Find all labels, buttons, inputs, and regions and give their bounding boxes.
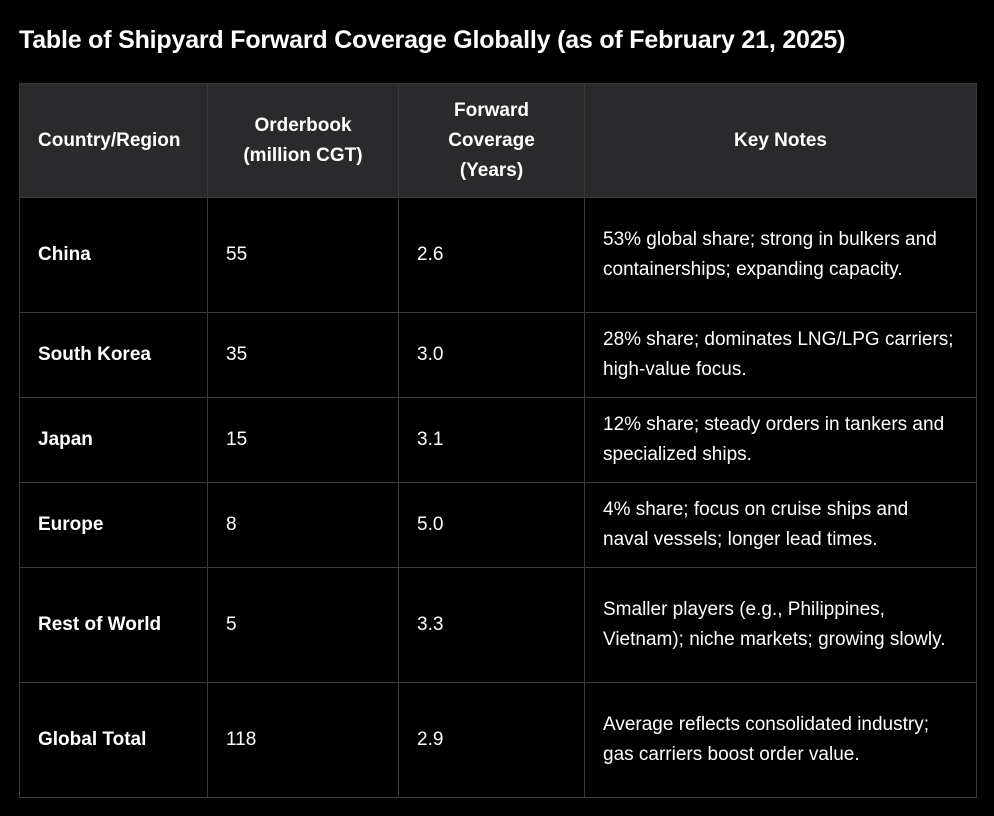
cell-country: Rest of World xyxy=(19,567,208,683)
cell-forward-coverage: 2.9 xyxy=(398,682,585,798)
cell-key-notes: 53% global share; strong in bulkers and … xyxy=(584,197,977,313)
cell-country: South Korea xyxy=(19,312,208,398)
cell-key-notes: 28% share; dominates LNG/LPG carriers; h… xyxy=(584,312,977,398)
column-header-forward-coverage: Forward Coverage (Years) xyxy=(398,83,585,198)
column-header-key-notes: Key Notes xyxy=(584,83,977,198)
table-row: Global Total 118 2.9 Average reflects co… xyxy=(19,682,977,798)
cell-key-notes: 4% share; focus on cruise ships and nava… xyxy=(584,482,977,568)
cell-orderbook: 35 xyxy=(207,312,399,398)
column-header-orderbook: Orderbook (million CGT) xyxy=(207,83,399,198)
cell-key-notes: Smaller players (e.g., Philippines, Viet… xyxy=(584,567,977,683)
cell-forward-coverage: 2.6 xyxy=(398,197,585,313)
table-row: China 55 2.6 53% global share; strong in… xyxy=(19,197,977,313)
cell-orderbook: 8 xyxy=(207,482,399,568)
cell-forward-coverage: 3.3 xyxy=(398,567,585,683)
cell-country: Europe xyxy=(19,482,208,568)
table-row: Rest of World 5 3.3 Smaller players (e.g… xyxy=(19,567,977,683)
cell-key-notes: Average reflects consolidated industry; … xyxy=(584,682,977,798)
cell-orderbook: 118 xyxy=(207,682,399,798)
table-row: South Korea 35 3.0 28% share; dominates … xyxy=(19,312,977,398)
table-row: Japan 15 3.1 12% share; steady orders in… xyxy=(19,397,977,483)
cell-forward-coverage: 5.0 xyxy=(398,482,585,568)
cell-forward-coverage: 3.1 xyxy=(398,397,585,483)
page-title: Table of Shipyard Forward Coverage Globa… xyxy=(19,26,846,54)
column-header-country: Country/Region xyxy=(19,83,208,198)
cell-orderbook: 5 xyxy=(207,567,399,683)
table-row: Europe 8 5.0 4% share; focus on cruise s… xyxy=(19,482,977,568)
cell-orderbook: 55 xyxy=(207,197,399,313)
cell-orderbook: 15 xyxy=(207,397,399,483)
table-header-row: Country/Region Orderbook (million CGT) F… xyxy=(19,83,977,198)
coverage-table: Country/Region Orderbook (million CGT) F… xyxy=(19,83,977,798)
cell-country: Japan xyxy=(19,397,208,483)
cell-country: China xyxy=(19,197,208,313)
cell-forward-coverage: 3.0 xyxy=(398,312,585,398)
cell-country: Global Total xyxy=(19,682,208,798)
cell-key-notes: 12% share; steady orders in tankers and … xyxy=(584,397,977,483)
